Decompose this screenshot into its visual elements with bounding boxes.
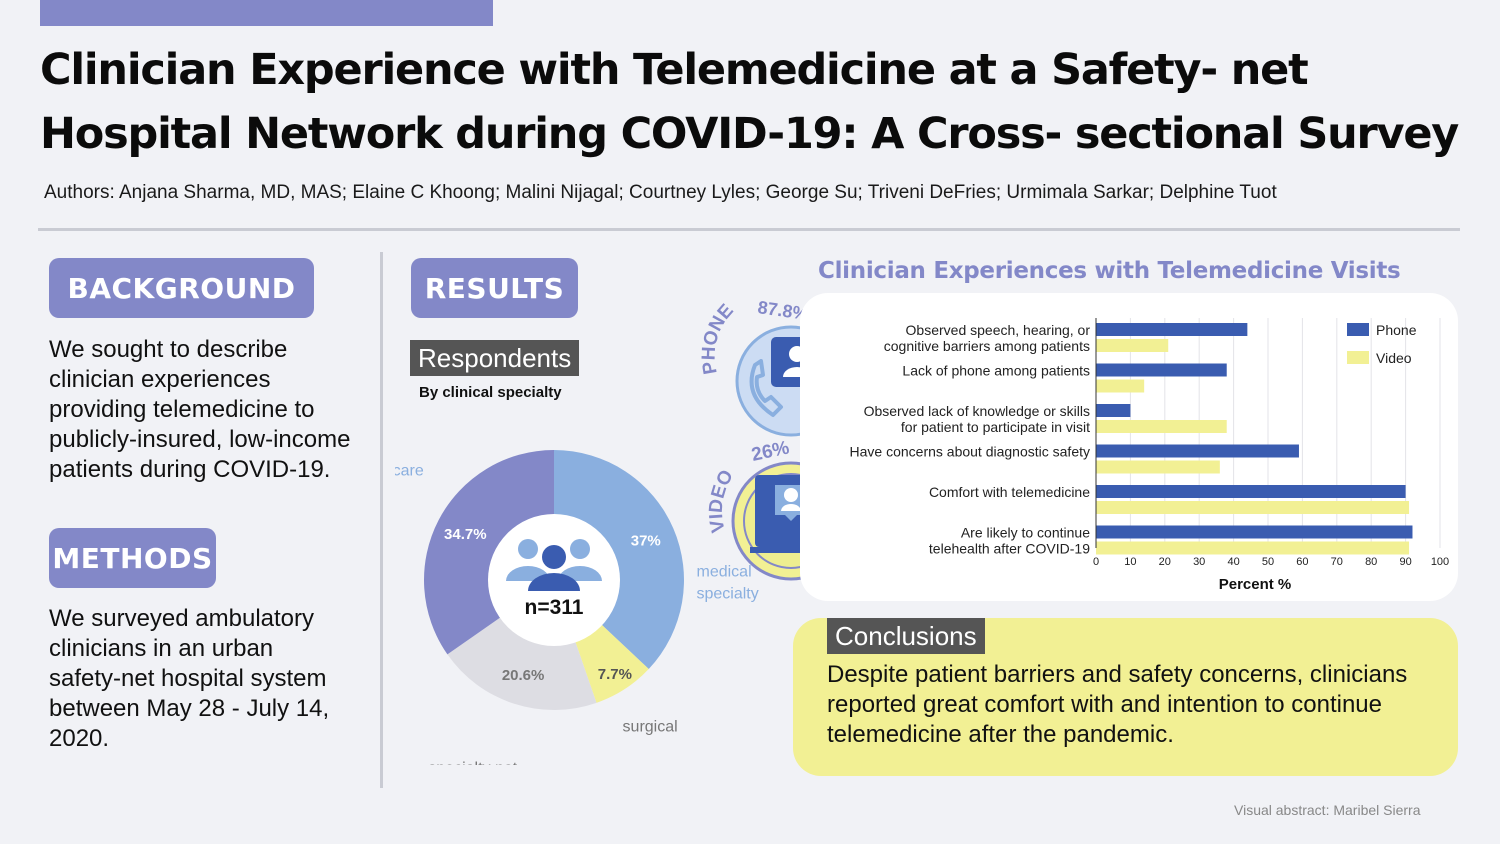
conclusions-heading: Conclusions bbox=[827, 618, 985, 654]
x-tick-label: 30 bbox=[1193, 556, 1205, 568]
donut-value-label: 34.7% bbox=[444, 526, 487, 543]
donut-value-label: 37% bbox=[631, 532, 661, 549]
title-line-2: Hospital Network during COVID-19: A Cros… bbox=[40, 109, 1459, 159]
methods-line: We surveyed ambulatory bbox=[49, 605, 315, 632]
specialty-donut-chart: n=311 37% medical specialty 7.7% surgical 20.… bbox=[395, 450, 759, 765]
methods-heading: METHODS bbox=[49, 528, 216, 588]
donut-category-label: specialty bbox=[696, 585, 758, 602]
credit: Visual abstract: Maribel Sierra bbox=[1234, 802, 1421, 818]
x-tick-label: 70 bbox=[1331, 556, 1343, 568]
chart-title: Clinician Experiences with Telemedicine … bbox=[818, 258, 1401, 284]
bar-phone-1 bbox=[1096, 323, 1248, 336]
title-line-1: Clinician Experience with Telemedicine a… bbox=[40, 45, 1309, 95]
donut-slice-medical-specialty bbox=[554, 450, 684, 669]
methods-line: 2020. bbox=[49, 725, 110, 752]
legend-label-phone: Phone bbox=[1376, 322, 1417, 338]
divider-horizontal bbox=[38, 228, 1460, 231]
top-accent-bar bbox=[40, 0, 493, 26]
methods-line: clinicians in an urban bbox=[49, 635, 274, 662]
methods-line: between May 28 - July 14, bbox=[49, 695, 330, 722]
x-tick-label: 40 bbox=[1227, 556, 1239, 568]
bar-video-1 bbox=[1096, 339, 1169, 352]
page-title: Clinician Experience with Telemedicine a… bbox=[40, 38, 1460, 166]
x-tick-label: 100 bbox=[1431, 556, 1449, 568]
category-label: cognitive barriers among patients bbox=[884, 338, 1090, 354]
category-label: telehealth after COVID-19 bbox=[929, 541, 1090, 557]
legend-swatch-phone bbox=[1347, 323, 1369, 336]
bar-video-3 bbox=[1096, 420, 1227, 433]
category-label: Are likely to continue bbox=[961, 525, 1090, 541]
category-label: Have concerns about diagnostic safety bbox=[850, 444, 1090, 460]
category-label: for patient to participate in visit bbox=[901, 419, 1090, 435]
category-label: Lack of phone among patients bbox=[902, 363, 1090, 379]
respondents-count: n=311 bbox=[525, 596, 584, 619]
x-tick-label: 60 bbox=[1296, 556, 1308, 568]
phone-label: PHONE bbox=[698, 300, 737, 376]
people-group-icon bbox=[506, 539, 602, 591]
authors: Authors: Anjana Sharma, MD, MAS; Elaine … bbox=[44, 182, 1277, 203]
bar-phone-5 bbox=[1096, 485, 1406, 498]
respondents-label: Respondents bbox=[410, 340, 580, 376]
background-text: We sought to describe clinician experien… bbox=[49, 335, 350, 485]
legend-swatch-video bbox=[1347, 351, 1369, 364]
legend-label-video: Video bbox=[1376, 350, 1412, 366]
donut-slice-primary-care bbox=[424, 450, 554, 655]
svg-text:PHONE: PHONE bbox=[698, 300, 737, 376]
bar-phone-2 bbox=[1096, 363, 1227, 377]
conclusions-line: telemedicine after the pandemic. bbox=[827, 721, 1174, 748]
category-label: Comfort with telemedicine bbox=[929, 484, 1090, 500]
divider-vertical bbox=[380, 252, 383, 788]
methods-text: We surveyed ambulatory clinicians in an … bbox=[49, 604, 329, 754]
bar-phone-4 bbox=[1096, 444, 1299, 458]
background-heading: BACKGROUND bbox=[49, 258, 314, 318]
category-label: Observed lack of knowledge or skills bbox=[864, 403, 1090, 419]
category-label: Observed speech, hearing, or bbox=[906, 322, 1091, 338]
background-line: We sought to describe bbox=[49, 336, 288, 363]
donut-category-label: medical bbox=[696, 563, 751, 580]
x-tick-label: 80 bbox=[1365, 556, 1377, 568]
x-tick-label: 50 bbox=[1262, 556, 1274, 568]
conclusions-text: Despite patient barriers and safety conc… bbox=[827, 660, 1407, 750]
bar-phone-3 bbox=[1096, 404, 1131, 417]
donut-category-label: primary care bbox=[395, 462, 424, 479]
x-tick-label: 0 bbox=[1093, 556, 1099, 568]
bar-video-4 bbox=[1096, 460, 1220, 474]
background-line: patients during COVID-19. bbox=[49, 456, 331, 483]
x-tick-label: 10 bbox=[1124, 556, 1136, 568]
results-heading: RESULTS bbox=[411, 258, 578, 318]
bar-phone-6 bbox=[1096, 525, 1413, 539]
bar-video-5 bbox=[1096, 501, 1410, 514]
conclusions-line: reported great comfort with and intentio… bbox=[827, 691, 1382, 718]
donut-category-label: specialty not bbox=[428, 760, 517, 765]
donut-value-label: 7.7% bbox=[598, 666, 632, 683]
background-line: clinician experiences bbox=[49, 366, 271, 393]
donut-slice-specialty-not-disclosed bbox=[447, 616, 597, 710]
donut-value-label: 20.6% bbox=[502, 667, 545, 684]
x-axis-label: Percent % bbox=[1219, 576, 1292, 593]
conclusions-line: Despite patient barriers and safety conc… bbox=[827, 661, 1408, 688]
donut-slice-surgical bbox=[574, 623, 649, 703]
x-tick-label: 20 bbox=[1159, 556, 1171, 568]
donut-category-label: surgical bbox=[623, 718, 678, 735]
background-line: providing telemedicine to bbox=[49, 396, 315, 423]
background-line: publicly-insured, low-income bbox=[49, 426, 351, 453]
bar-video-2 bbox=[1096, 379, 1145, 393]
video-percent: 26% bbox=[750, 437, 792, 465]
x-tick-label: 90 bbox=[1399, 556, 1411, 568]
bar-video-6 bbox=[1096, 541, 1410, 555]
methods-line: safety-net hospital system bbox=[49, 665, 327, 692]
by-specialty-label: By clinical specialty bbox=[419, 384, 562, 401]
